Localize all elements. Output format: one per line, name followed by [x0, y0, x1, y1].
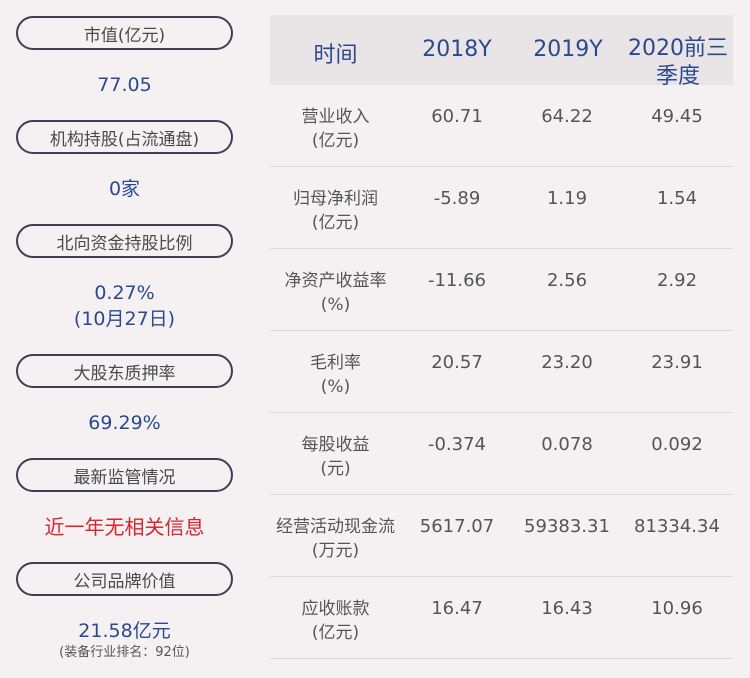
table-row: 每股收益 (元) -0.374 0.078 0.092 — [270, 413, 733, 495]
row-label: 归母净利润 (亿元) — [293, 189, 378, 233]
market-cap-label: 市值(亿元) — [16, 16, 233, 50]
table-cell: 1.19 — [546, 188, 588, 209]
header-2020q3: 2020前三季度 — [628, 36, 728, 89]
row-label: 净资产收益率 (%) — [284, 271, 387, 315]
row-label: 营业收入 (亿元) — [301, 107, 370, 151]
row-label: 毛利率 (%) — [310, 353, 361, 397]
table-cell: 49.45 — [651, 106, 703, 127]
table-cell: 59383.31 — [524, 516, 610, 537]
table-cell: 0.078 — [541, 434, 593, 455]
header-2018: 2018Y — [422, 37, 492, 62]
table-cell: -5.89 — [433, 188, 481, 209]
header-2019: 2019Y — [533, 37, 603, 62]
table-row: 应收账款 (亿元) 16.47 16.43 10.96 — [270, 577, 733, 659]
pledge-rate-value: 69.29% — [88, 412, 161, 434]
table-cell: -11.66 — [427, 270, 487, 291]
brand-rank-note: (装备行业排名：92位) — [59, 645, 190, 660]
table-header: 时间 2018Y 2019Y 2020前三季度 — [270, 15, 733, 89]
regulation-label: 最新监管情况 — [16, 458, 233, 492]
table-cell: 20.57 — [431, 352, 483, 373]
table-row: 经营活动现金流 (万元) 5617.07 59383.31 81334.34 — [270, 495, 733, 577]
table-cell: 16.47 — [431, 598, 483, 619]
northbound-holding-label: 北向资金持股比例 — [16, 224, 233, 258]
institution-holding-value: 0家 — [108, 178, 141, 200]
row-label: 每股收益 (元) — [301, 435, 370, 479]
brand-value-label: 公司品牌价值 — [16, 562, 233, 596]
table-cell: 60.71 — [431, 106, 483, 127]
table-cell: 5617.07 — [419, 516, 495, 537]
institution-holding-label: 机构持股(占流通盘) — [16, 120, 233, 154]
table-cell: 64.22 — [541, 106, 593, 127]
table-cell: 23.91 — [651, 352, 703, 373]
table-cell: 81334.34 — [634, 516, 720, 537]
table-cell: 2.56 — [546, 270, 588, 291]
header-time: 时间 — [313, 43, 358, 68]
brand-value: 21.58亿元 — [78, 620, 171, 642]
financial-table: 时间 2018Y 2019Y 2020前三季度 营业收入 (亿元) 60.71 6… — [270, 15, 733, 659]
row-label: 应收账款 (亿元) — [301, 599, 370, 643]
row-label: 经营活动现金流 (万元) — [276, 517, 395, 561]
northbound-holding-value: 0.27% — [94, 282, 155, 304]
table-cell: -0.374 — [427, 434, 487, 455]
table-cell: 1.54 — [656, 188, 698, 209]
table-cell: 0.092 — [651, 434, 703, 455]
table-cell: 16.43 — [541, 598, 593, 619]
table-row: 净资产收益率 (%) -11.66 2.56 2.92 — [270, 249, 733, 331]
pledge-rate-label: 大股东质押率 — [16, 354, 233, 388]
regulation-value: 近一年无相关信息 — [44, 515, 205, 539]
table-cell: 2.92 — [656, 270, 698, 291]
market-cap-value: 77.05 — [97, 74, 152, 96]
table-cell: 23.20 — [541, 352, 593, 373]
table-cell: 10.96 — [651, 598, 703, 619]
table-row: 毛利率 (%) 20.57 23.20 23.91 — [270, 331, 733, 413]
northbound-holding-date: (10月27日) — [73, 308, 176, 330]
table-row: 营业收入 (亿元) 60.71 64.22 49.45 — [270, 85, 733, 167]
table-row: 归母净利润 (亿元) -5.89 1.19 1.54 — [270, 167, 733, 249]
